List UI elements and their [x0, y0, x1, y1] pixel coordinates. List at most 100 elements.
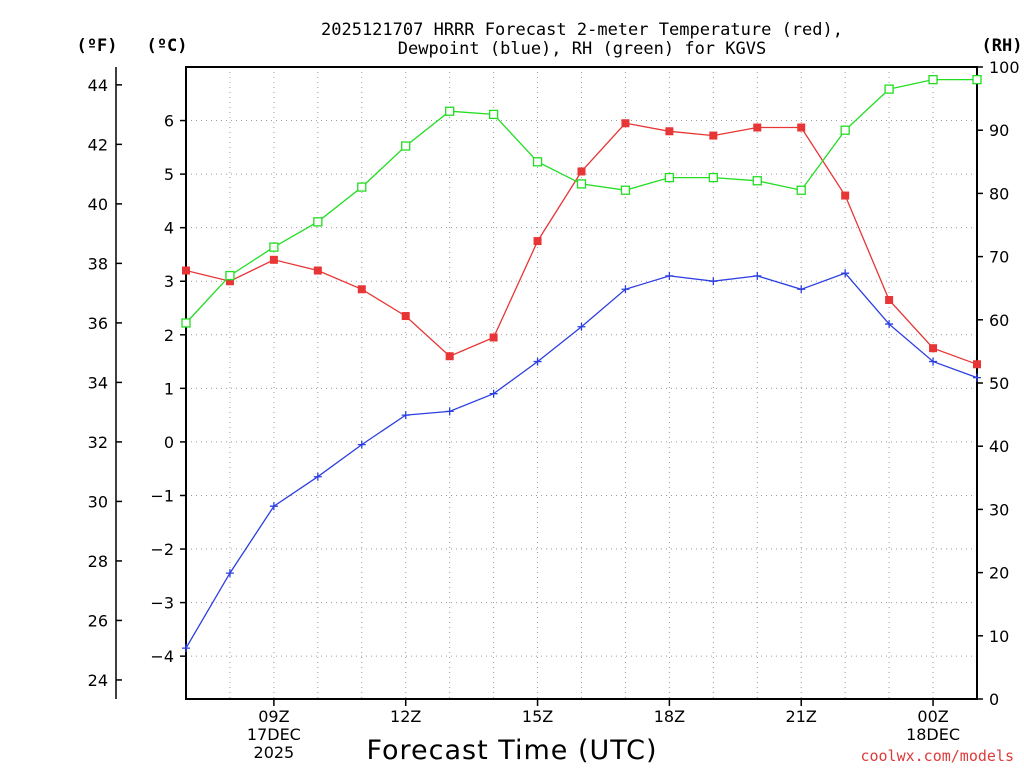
rh-tick-label: 90	[989, 121, 1009, 140]
rh-tick-label: 50	[989, 374, 1009, 393]
dewpoint-marker	[533, 357, 542, 366]
rh-marker	[357, 182, 367, 192]
dewpoint-marker	[225, 569, 234, 578]
dewpoint-marker	[929, 357, 938, 366]
temperature-marker	[533, 237, 542, 246]
grid	[186, 67, 977, 699]
rh-marker	[752, 176, 762, 186]
x-axis-title: Forecast Time (UTC)	[366, 735, 657, 766]
series-line-rh	[185, 78, 977, 324]
series-dewpoint	[182, 269, 981, 653]
dewpoint-marker	[577, 322, 586, 331]
temperature-marker	[577, 167, 586, 176]
rh-tick-label: 0	[989, 690, 999, 709]
rh-marker	[796, 185, 806, 195]
celsius-tick-label: 3	[164, 272, 174, 291]
x-tick-label: 18DEC	[906, 725, 960, 744]
celsius-tick-label: −2	[150, 540, 174, 559]
dewpoint-marker	[665, 271, 674, 280]
celsius-tick-label: 2	[164, 326, 174, 345]
temperature-marker	[225, 277, 234, 286]
rh-tick-label: 80	[989, 184, 1009, 203]
dewpoint-marker	[797, 285, 806, 294]
celsius-tick-label: −4	[150, 647, 174, 666]
rh-marker	[445, 106, 455, 116]
x-tick-label: 00Z	[917, 707, 948, 726]
temperature-marker	[269, 255, 278, 264]
x-tick-label: 09Z	[258, 707, 289, 726]
rh-tick-label: 60	[989, 311, 1009, 330]
rh-marker	[225, 270, 235, 281]
fahrenheit-tick-label: 44	[88, 76, 108, 95]
fahrenheit-tick-label: 32	[88, 433, 108, 452]
dewpoint-marker	[841, 269, 850, 278]
fahrenheit-tick-label: 40	[88, 195, 108, 214]
rh-tick-label: 100	[989, 58, 1020, 77]
temperature-marker	[182, 266, 190, 275]
chart-title-line2: Dewpoint (blue), RH (green) for KGVS	[398, 39, 766, 59]
temperature-marker	[401, 312, 410, 321]
dewpoint-marker	[753, 271, 762, 280]
celsius-tick-label: 1	[164, 379, 174, 398]
dewpoint-marker	[489, 389, 498, 398]
fahrenheit-tick-label: 42	[88, 135, 108, 154]
data-series	[181, 74, 982, 653]
fahrenheit-tick-label: 30	[88, 492, 108, 511]
chart-title-line1: 2025121707 HRRR Forecast 2-meter Tempera…	[321, 20, 843, 40]
fahrenheit-tick-label: 36	[88, 314, 108, 333]
temperature-marker	[797, 123, 806, 132]
temperature-marker	[445, 352, 454, 361]
temperature-marker	[709, 131, 718, 140]
celsius-tick-label: 6	[164, 112, 174, 131]
rh-marker	[401, 141, 411, 151]
fahrenheit-tick-label: 28	[88, 552, 108, 571]
rh-marker	[488, 109, 499, 120]
dewpoint-marker	[709, 277, 718, 286]
celsius-tick-label: −3	[150, 594, 174, 613]
rh-unit-label: (RH)	[982, 36, 1023, 56]
temperature-marker	[973, 360, 981, 369]
series-rh	[181, 74, 982, 328]
rh-marker	[664, 172, 675, 183]
axes: −4−3−2−101234562426283032343638404244010…	[88, 58, 1020, 762]
fahrenheit-tick-label: 38	[88, 254, 108, 273]
temperature-marker	[753, 123, 762, 132]
temperature-marker	[489, 333, 498, 342]
celsius-tick-label: 0	[164, 433, 174, 452]
dewpoint-marker	[269, 502, 278, 511]
dewpoint-marker	[885, 320, 894, 329]
rh-marker	[928, 74, 938, 85]
fahrenheit-unit-label: (ºF)	[77, 36, 118, 56]
dewpoint-marker	[313, 472, 322, 481]
series-temperature	[182, 119, 981, 369]
temperature-marker	[929, 344, 938, 353]
temperature-marker	[621, 119, 630, 128]
dewpoint-marker	[445, 407, 454, 416]
dewpoint-marker	[357, 440, 366, 449]
x-tick-label: 15Z	[522, 707, 553, 726]
rh-marker	[708, 172, 718, 183]
fahrenheit-tick-label: 34	[88, 373, 108, 392]
celsius-tick-label: −1	[150, 486, 174, 505]
x-tick-label: 17DEC	[247, 725, 301, 744]
credit-label: coolwx.com/models	[860, 747, 1014, 765]
dewpoint-marker	[973, 373, 981, 382]
rh-tick-label: 70	[989, 248, 1009, 267]
temperature-marker	[357, 285, 366, 294]
dewpoint-marker	[401, 411, 410, 420]
dewpoint-marker	[621, 285, 630, 294]
celsius-tick-label: 4	[164, 219, 174, 238]
rh-marker	[313, 217, 323, 227]
rh-marker	[576, 179, 587, 189]
rh-tick-label: 40	[989, 437, 1009, 456]
rh-tick-label: 30	[989, 500, 1009, 519]
celsius-unit-label: (ºC)	[147, 36, 188, 56]
x-tick-label: 12Z	[390, 707, 421, 726]
dewpoint-marker	[182, 644, 190, 653]
x-tick-label: 18Z	[654, 707, 685, 726]
rh-marker	[972, 74, 982, 85]
temperature-marker	[885, 295, 894, 304]
rh-marker	[840, 125, 850, 135]
rh-tick-label: 10	[989, 627, 1009, 646]
